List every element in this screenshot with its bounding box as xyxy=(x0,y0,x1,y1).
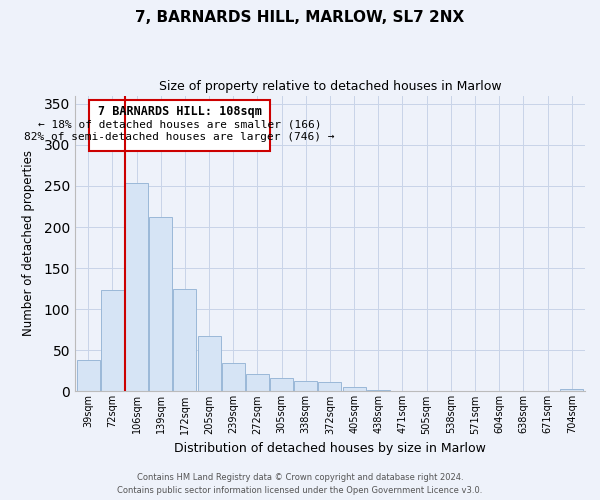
Bar xyxy=(77,360,100,392)
FancyBboxPatch shape xyxy=(89,100,269,152)
Bar xyxy=(319,382,341,392)
Bar xyxy=(173,290,196,392)
Text: 82% of semi-detached houses are larger (746) →: 82% of semi-detached houses are larger (… xyxy=(24,132,335,141)
Bar xyxy=(101,290,124,392)
Bar xyxy=(197,336,221,392)
Bar xyxy=(343,388,365,392)
Bar xyxy=(149,217,172,392)
Y-axis label: Number of detached properties: Number of detached properties xyxy=(22,150,35,336)
Bar xyxy=(222,362,245,392)
Bar xyxy=(391,390,414,392)
Bar xyxy=(125,184,148,392)
Text: 7 BARNARDS HILL: 108sqm: 7 BARNARDS HILL: 108sqm xyxy=(98,106,262,118)
Title: Size of property relative to detached houses in Marlow: Size of property relative to detached ho… xyxy=(158,80,501,93)
Bar xyxy=(367,390,390,392)
Bar xyxy=(415,390,438,392)
Bar xyxy=(560,389,583,392)
Text: 7, BARNARDS HILL, MARLOW, SL7 2NX: 7, BARNARDS HILL, MARLOW, SL7 2NX xyxy=(136,10,464,25)
Bar xyxy=(295,380,317,392)
Text: ← 18% of detached houses are smaller (166): ← 18% of detached houses are smaller (16… xyxy=(38,120,321,130)
Bar xyxy=(464,390,487,392)
Bar xyxy=(439,390,463,392)
Bar xyxy=(246,374,269,392)
Bar xyxy=(270,378,293,392)
X-axis label: Distribution of detached houses by size in Marlow: Distribution of detached houses by size … xyxy=(174,442,486,455)
Text: Contains HM Land Registry data © Crown copyright and database right 2024.
Contai: Contains HM Land Registry data © Crown c… xyxy=(118,474,482,495)
